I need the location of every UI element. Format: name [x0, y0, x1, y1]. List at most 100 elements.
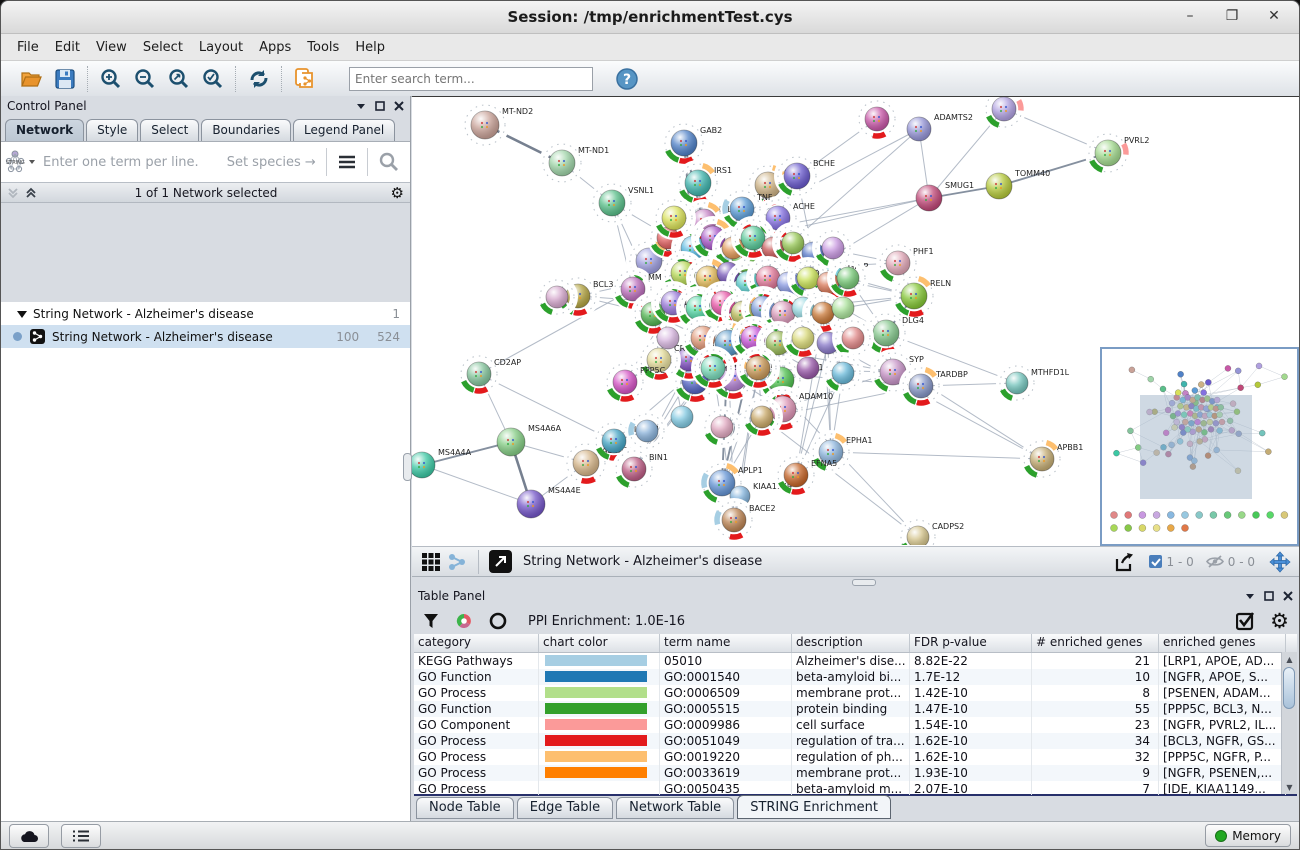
scroll-up-arrow[interactable]: ▲ — [1286, 654, 1293, 664]
zoom-selected-button[interactable] — [200, 66, 226, 92]
collapse-all-icon[interactable] — [7, 187, 19, 199]
tab-network-table[interactable]: Network Table — [616, 797, 735, 819]
menu-view[interactable]: View — [95, 39, 127, 55]
open-session-button[interactable] — [18, 66, 44, 92]
menu-layout[interactable]: Layout — [198, 39, 244, 55]
grid-view-button[interactable] — [418, 549, 444, 575]
menu-file[interactable]: File — [17, 39, 39, 55]
network-node[interactable] — [536, 276, 578, 318]
string-options-button[interactable] — [327, 155, 367, 169]
zoom-in-button[interactable] — [98, 66, 124, 92]
network-node[interactable] — [656, 326, 680, 350]
network-node[interactable] — [796, 356, 820, 380]
float-panel-icon[interactable] — [1264, 591, 1274, 601]
string-logo-icon[interactable]: STRING — [5, 149, 35, 175]
table-scrollbar[interactable]: ▲ ▼ — [1281, 652, 1297, 794]
network-node-gab2[interactable]: GAB2 — [661, 120, 722, 166]
network-node-syp[interactable]: SYP — [870, 349, 924, 395]
network-node-cd2ap[interactable]: CD2AP — [457, 352, 521, 396]
filter-enrichment-button[interactable] — [422, 612, 440, 630]
close-panel-icon[interactable] — [1283, 591, 1293, 601]
network-node-ms4a4e[interactable]: MS4A4E — [516, 486, 581, 519]
export-view-button[interactable] — [1111, 549, 1137, 575]
table-row[interactable]: GO Function GO:0001540 beta-amyloid bi... 1… — [414, 669, 1297, 685]
zoom-fit-button[interactable] — [166, 66, 192, 92]
tab-string-enrichment[interactable]: STRING Enrichment — [737, 795, 891, 819]
detach-view-button[interactable] — [487, 549, 513, 575]
birds-eye-navigator[interactable] — [1100, 347, 1299, 546]
network-node-bace2[interactable]: BACE2 — [712, 498, 776, 542]
network-node-pvrl2[interactable]: PVRL2 — [1085, 130, 1149, 176]
search-input[interactable] — [349, 66, 593, 91]
memory-indicator[interactable]: Memory — [1205, 824, 1291, 847]
network-node[interactable] — [670, 405, 694, 429]
tab-select[interactable]: Select — [140, 119, 200, 141]
panel-menu-icon[interactable] — [1245, 592, 1255, 600]
scroll-down-arrow[interactable]: ▼ — [1286, 782, 1293, 792]
column-header-category[interactable]: category — [414, 634, 539, 652]
network-node[interactable] — [822, 352, 864, 394]
table-row[interactable]: GO Function GO:0005515 protein binding 1.47… — [414, 701, 1297, 717]
tab-network[interactable]: Network — [5, 119, 85, 141]
gear-icon[interactable]: ⚙ — [390, 183, 404, 202]
vertical-splitter-grip[interactable] — [403, 453, 412, 481]
column-header-enriched-genes[interactable]: enriched genes — [1159, 634, 1286, 652]
network-node[interactable] — [831, 296, 855, 320]
network-node[interactable] — [736, 346, 780, 390]
zoom-out-button[interactable] — [132, 66, 158, 92]
table-row[interactable]: GO Process GO:0033619 membrane prot... 1.93… — [414, 765, 1297, 781]
network-node-cadps2[interactable]: CADPS2 — [897, 516, 964, 545]
tab-node-table[interactable]: Node Table — [416, 797, 514, 819]
network-node[interactable] — [982, 97, 1026, 131]
species-selector[interactable]: Set species → — [226, 154, 316, 170]
copy-network-button[interactable] — [292, 66, 318, 92]
string-search-button[interactable] — [368, 152, 410, 172]
horizontal-splitter[interactable] — [412, 577, 1299, 586]
network-node-adamts2[interactable]: ADAMTS2 — [906, 113, 973, 142]
column-header---enriched-genes[interactable]: # enriched genes — [1032, 634, 1159, 652]
network-node-tomm40[interactable]: TOMM40 — [985, 169, 1050, 200]
network-node[interactable] — [691, 346, 735, 390]
network-node[interactable] — [626, 410, 668, 452]
network-node-smug1[interactable]: SMUG1 — [915, 181, 974, 212]
tab-boundaries[interactable]: Boundaries — [201, 119, 291, 141]
tab-legend-panel[interactable]: Legend Panel — [293, 119, 396, 141]
network-node[interactable] — [652, 196, 696, 240]
network-overview-button[interactable] — [444, 549, 470, 575]
network-node-mthfd1l[interactable]: MTHFD1L — [996, 362, 1070, 404]
network-node-efna5[interactable]: EFNA5 — [774, 453, 837, 497]
column-header-chart-color[interactable]: chart color — [539, 634, 660, 652]
maximize-button[interactable]: ❐ — [1225, 8, 1239, 24]
network-node-bche[interactable]: BCHE — [774, 153, 835, 199]
network-row-selected[interactable]: String Network - Alzheimer's disease 100… — [1, 325, 410, 348]
tab-edge-table[interactable]: Edge Table — [516, 797, 614, 819]
horizontal-splitter-grip[interactable] — [852, 579, 876, 586]
network-node-bin1[interactable]: BIN1 — [612, 447, 668, 491]
table-row[interactable]: KEGG Pathways 05010 Alzheimer's dise... 8.8… — [414, 653, 1297, 669]
column-header-term-name[interactable]: term name — [660, 634, 792, 652]
network-node[interactable] — [782, 317, 824, 359]
save-session-button[interactable] — [52, 66, 78, 92]
network-node-ms4a6a[interactable]: MS4A6A — [496, 424, 562, 457]
refresh-network-button[interactable] — [246, 66, 272, 92]
close-button[interactable]: ✕ — [1268, 8, 1280, 24]
close-panel-icon[interactable] — [394, 101, 404, 111]
table-row[interactable]: GO Process GO:0006509 membrane prot... 1.42… — [414, 685, 1297, 701]
network-collection-row[interactable]: String Network - Alzheimer's disease 1 — [1, 302, 410, 325]
table-row[interactable]: GO Process GO:0019220 regulation of ph... 1… — [414, 749, 1297, 765]
expand-all-icon[interactable] — [25, 187, 37, 199]
menu-help[interactable]: Help — [355, 39, 385, 55]
string-query-placeholder[interactable]: Enter one term per line. — [43, 154, 199, 170]
network-node-aplp1[interactable]: APLP1 — [699, 460, 763, 506]
network-node-apbb1[interactable]: APBB1 — [1020, 437, 1083, 481]
menu-apps[interactable]: Apps — [259, 39, 292, 55]
network-node[interactable] — [855, 97, 899, 141]
network-node-tardbp[interactable]: TARDBP — [899, 364, 968, 408]
draw-charts-button[interactable] — [454, 611, 474, 631]
pan-tool-button[interactable] — [1267, 549, 1293, 575]
network-node[interactable] — [741, 396, 783, 438]
title-bar[interactable]: Session: /tmp/enrichmentTest.cys – ❐ ✕ — [1, 1, 1299, 34]
table-row[interactable]: GO Component GO:0009986 cell surface 1.54E-… — [414, 717, 1297, 733]
help-button[interactable]: ? — [614, 66, 640, 92]
column-header-description[interactable]: description — [792, 634, 910, 652]
